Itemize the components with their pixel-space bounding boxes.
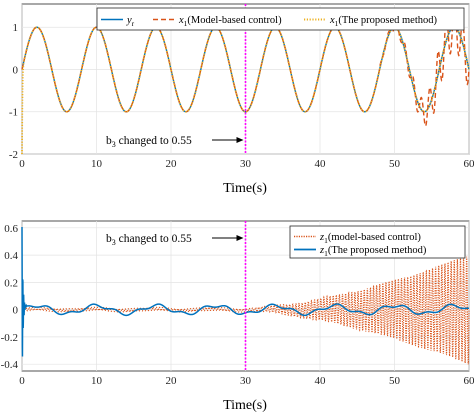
x-axis-label: Time(s) xyxy=(223,181,267,196)
x-tick-label: 0 xyxy=(19,158,25,170)
tick-labels: 0 10 20 30 40 50 60 -2 -1 0 1 xyxy=(9,22,474,170)
x-axis-label: Time(s) xyxy=(223,398,267,413)
x-tick-label: 30 xyxy=(240,158,252,170)
annotation-arrowhead xyxy=(236,137,244,143)
y-tick-label: 0.4 xyxy=(4,250,18,262)
x-tick-label: 50 xyxy=(389,158,401,170)
y-tick-label: 0 xyxy=(13,305,19,317)
legend: yr x1(Model-based control) x1(The proposed… xyxy=(96,7,465,31)
chart-bottom: 0 10 20 30 40 50 60-0.4-0.200.20.40.6 Time(s) … xyxy=(1,220,474,413)
legend-box xyxy=(96,7,465,31)
x-tick-label: 20 xyxy=(166,375,178,387)
chart-top: 0 10 20 30 40 50 60 -2 -1 0 1 Time(s) b3 changed t… xyxy=(9,3,474,196)
annotation-text: b3 changed to 0.55 xyxy=(106,135,192,149)
y-tick-label: 0.2 xyxy=(4,277,18,289)
y-tick-label: -0.4 xyxy=(1,359,19,371)
y-tick-label: 0 xyxy=(13,64,19,76)
x-tick-label: 60 xyxy=(464,158,474,170)
legend-label: yr xyxy=(126,15,135,28)
y-tick-label: -0.2 xyxy=(1,332,18,344)
legend-label: x1(Model-based control) xyxy=(178,15,282,28)
legend-box xyxy=(289,225,466,259)
legend: z1(model-based control)z1(The proposed m… xyxy=(289,225,466,259)
annotation: b3 changed to 0.55 xyxy=(106,135,244,149)
legend-label: z1(model-based control) xyxy=(319,232,421,245)
x-tick-label: 50 xyxy=(389,375,401,387)
legend-label: z1(The proposed method) xyxy=(319,245,427,258)
legend-label: x1(The proposed method) xyxy=(329,15,437,28)
x-tick-label: 30 xyxy=(240,375,252,387)
annotation: b3 changed to 0.55 xyxy=(106,233,244,247)
annotation-arrowhead xyxy=(236,235,244,241)
y-tick-label: 0.6 xyxy=(4,223,18,235)
x-tick-label: 0 xyxy=(19,375,25,387)
x-tick-label: 10 xyxy=(91,158,103,170)
x-tick-label: 20 xyxy=(166,158,178,170)
x-tick-label: 40 xyxy=(315,375,327,387)
x-tick-label: 60 xyxy=(464,375,474,387)
x-tick-label: 10 xyxy=(91,375,103,387)
tick-labels: 0 10 20 30 40 50 60 -0.4 -0.2 0 0.2 0.4 0.6 xyxy=(1,223,474,387)
y-tick-label: 1 xyxy=(13,22,19,34)
annotation-text: b3 changed to 0.55 xyxy=(106,233,192,247)
x-tick-label: 40 xyxy=(315,158,327,170)
y-tick-label: -2 xyxy=(9,149,18,161)
y-tick-label: -1 xyxy=(9,107,18,119)
